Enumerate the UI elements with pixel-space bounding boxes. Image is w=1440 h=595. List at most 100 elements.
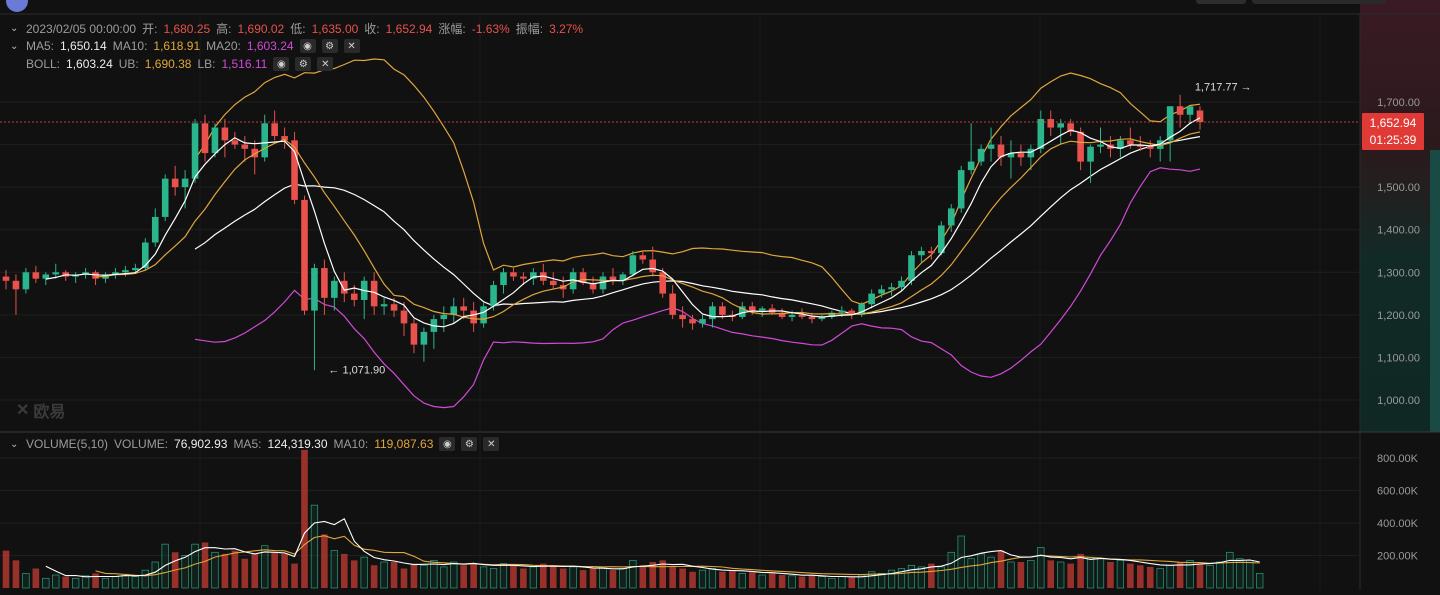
- volume-bar[interactable]: [798, 576, 806, 588]
- volume-bar[interactable]: [410, 563, 418, 588]
- volume-bar[interactable]: [321, 534, 328, 588]
- toolbar-button[interactable]: [1196, 0, 1246, 4]
- candle-body[interactable]: [510, 272, 517, 277]
- gear-icon[interactable]: ⚙: [321, 39, 338, 53]
- volume-bar[interactable]: [32, 568, 40, 589]
- candle-body[interactable]: [161, 178, 169, 217]
- volume-bar[interactable]: [957, 535, 965, 589]
- candle-body[interactable]: [938, 225, 945, 254]
- volume-bar[interactable]: [1156, 568, 1164, 589]
- candle-body[interactable]: [848, 310, 856, 315]
- candle-body[interactable]: [1137, 144, 1144, 147]
- candle-body[interactable]: [987, 144, 995, 149]
- candle-body[interactable]: [569, 272, 577, 290]
- candle-body[interactable]: [1047, 119, 1055, 128]
- volume-bar[interactable]: [241, 558, 249, 588]
- volume-bar[interactable]: [62, 576, 69, 588]
- volume-bar[interactable]: [231, 550, 239, 588]
- volume-bar[interactable]: [748, 571, 756, 588]
- candle-body[interactable]: [1017, 153, 1025, 158]
- candle-body[interactable]: [788, 314, 796, 317]
- volume-bar[interactable]: [1096, 558, 1105, 589]
- volume-bar[interactable]: [510, 565, 517, 588]
- gear-icon[interactable]: ⚙: [295, 57, 312, 71]
- volume-bar[interactable]: [758, 574, 766, 589]
- candle-body[interactable]: [818, 316, 826, 320]
- candle-body[interactable]: [748, 306, 756, 311]
- volume-bar[interactable]: [1226, 551, 1234, 589]
- axis-scroll-strip[interactable]: [1430, 150, 1440, 432]
- volume-bar[interactable]: [679, 568, 686, 589]
- volume-bar[interactable]: [499, 563, 508, 589]
- candle-body[interactable]: [291, 140, 298, 200]
- volume-bar[interactable]: [400, 568, 408, 589]
- candle-body[interactable]: [500, 272, 507, 286]
- volume-bar[interactable]: [868, 571, 876, 589]
- candle-body[interactable]: [32, 272, 40, 279]
- volume-bar[interactable]: [460, 565, 467, 588]
- volume-bar[interactable]: [489, 568, 498, 589]
- candle-body[interactable]: [370, 280, 378, 307]
- volume-bar[interactable]: [479, 566, 488, 589]
- volume-bar[interactable]: [599, 566, 607, 589]
- volume-bar[interactable]: [271, 552, 278, 588]
- volume-bar[interactable]: [738, 573, 746, 589]
- volume-bar[interactable]: [111, 576, 120, 589]
- volume-bar[interactable]: [540, 563, 547, 588]
- candle-body[interactable]: [22, 272, 30, 290]
- candle-body[interactable]: [420, 331, 428, 345]
- volume-bar[interactable]: [907, 564, 916, 589]
- candle-body[interactable]: [12, 280, 20, 290]
- candle-body[interactable]: [311, 268, 318, 311]
- candle-body[interactable]: [82, 272, 89, 275]
- volume-bar[interactable]: [848, 577, 856, 588]
- close-icon[interactable]: ✕: [343, 39, 360, 53]
- volume-bar[interactable]: [937, 566, 945, 589]
- candle-body[interactable]: [251, 148, 259, 158]
- volume-bar[interactable]: [1107, 562, 1114, 588]
- candle-body[interactable]: [679, 314, 686, 320]
- volume-bar[interactable]: [72, 577, 80, 589]
- candle-body[interactable]: [828, 312, 836, 317]
- volume-bar[interactable]: [609, 570, 617, 588]
- candle-body[interactable]: [798, 314, 806, 317]
- volume-bar[interactable]: [341, 553, 348, 588]
- candle-body[interactable]: [390, 304, 398, 311]
- volume-bar[interactable]: [291, 563, 298, 588]
- volume-bar[interactable]: [689, 571, 696, 588]
- volume-bar[interactable]: [619, 568, 627, 589]
- candle-body[interactable]: [1097, 144, 1104, 147]
- volume-bar[interactable]: [82, 575, 90, 589]
- candle-body[interactable]: [947, 208, 955, 226]
- candle-body[interactable]: [520, 276, 527, 279]
- volume-bar[interactable]: [221, 553, 229, 588]
- volume-bar[interactable]: [1186, 560, 1194, 589]
- volume-bar[interactable]: [1216, 561, 1224, 589]
- candle-body[interactable]: [689, 319, 696, 324]
- volume-bar[interactable]: [778, 575, 786, 588]
- candle-body[interactable]: [1166, 106, 1174, 141]
- volume-bar[interactable]: [529, 566, 537, 589]
- candle-body[interactable]: [908, 255, 915, 281]
- candle-body[interactable]: [142, 242, 149, 269]
- candle-body[interactable]: [331, 280, 338, 298]
- volume-bar[interactable]: [1176, 562, 1184, 588]
- candle-body[interactable]: [898, 280, 905, 288]
- candle-body[interactable]: [619, 274, 627, 281]
- volume-bar[interactable]: [1067, 563, 1074, 588]
- candle-body[interactable]: [341, 280, 348, 294]
- volume-bar[interactable]: [928, 563, 935, 588]
- volume-bar[interactable]: [1146, 566, 1154, 588]
- candle-body[interactable]: [122, 270, 129, 273]
- candle-body[interactable]: [52, 272, 60, 275]
- candle-body[interactable]: [470, 310, 477, 324]
- volume-bar[interactable]: [549, 565, 557, 588]
- candle-body[interactable]: [1087, 146, 1094, 162]
- candle-body[interactable]: [659, 272, 666, 294]
- candle-body[interactable]: [112, 272, 119, 275]
- candle-body[interactable]: [1146, 146, 1154, 149]
- volume-bar[interactable]: [430, 560, 438, 589]
- candle-body[interactable]: [1127, 140, 1134, 145]
- volume-bar[interactable]: [1166, 564, 1174, 589]
- candle-body[interactable]: [878, 289, 885, 294]
